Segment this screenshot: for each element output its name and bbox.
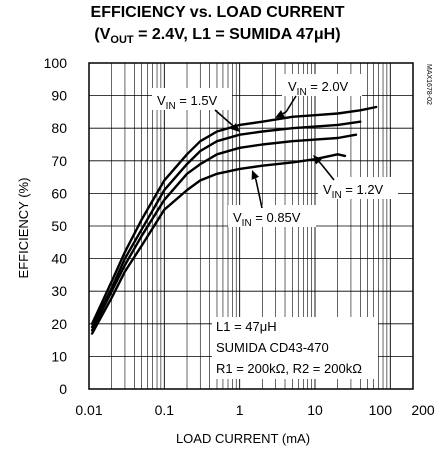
x-tick-label: 0.1 [155,402,175,418]
curve-label-group: VIN = 1.5V [152,88,240,132]
x-tick-label: 10 [307,402,323,418]
curves [90,105,378,335]
chart-title-line2: (VOUT = 2.4V, L1 = SUMIDA 47μH) [0,26,435,46]
curve-label-group: VIN = 0.85V [228,170,316,229]
y-tick-label: 70 [51,153,67,169]
x-tick-label: 0.01 [75,402,102,418]
curve-label-sub: IN [297,87,307,98]
leader-line [318,161,323,166]
part-number-watermark: MAX1678-02 [425,64,432,105]
x-tick-label: 1 [236,402,244,418]
curve-label-v: V [233,210,242,225]
series-line [90,133,358,332]
chart-title-line1: EFFICIENCY vs. LOAD CURRENT [90,4,345,21]
chart-title-line2-rest: = 2.4V, L1 = SUMIDA 47μH) [133,26,341,43]
series-line [90,153,347,335]
curve-label-bg [152,88,232,110]
chart-title-line2-open: (V [94,26,111,43]
y-tick-label: 50 [51,218,67,234]
curve-label-group: VIN = 2.0V [275,74,362,118]
tick-labels: 0 10 20 30 40 50 60 70 80 90 100 0.01 0.1 1 10 100 200 [44,55,435,418]
curve-label-value: = 1.2V [342,182,384,197]
x-tick-label: 200 [411,402,435,418]
leader-arrowhead [230,123,240,132]
leader-line [321,164,335,181]
curve-label-group: VIN = 1.2V [313,155,398,201]
curve-label-value: = 2.0V [307,79,349,94]
chart-title-line2-sub: OUT [110,34,134,47]
leader-line [282,111,287,115]
curve-label-bg [282,74,362,96]
curve-label: VIN = 1.2V [323,182,384,201]
leader-line [254,178,257,181]
note-inductor: L1 = 47μH [216,319,277,334]
y-tick-label: 30 [51,283,67,299]
leader-arrowhead [313,155,322,165]
leader-line [230,123,234,127]
leader-arrowhead [251,170,260,180]
y-tick-label: 20 [51,316,67,332]
leader-line [214,109,232,125]
curve-label-sub: IN [166,101,176,112]
y-tick-label: 40 [51,251,67,267]
leader-arrowhead [275,110,285,118]
y-tick-label: 60 [51,185,67,201]
curve-label-sub: IN [242,218,252,229]
leader-line [285,95,297,113]
curve-label-v: V [157,93,166,108]
series-line [90,120,362,329]
y-tick-label: 90 [51,88,67,104]
curve-label-v: V [288,79,297,94]
y-tick-label: 10 [51,348,67,364]
y-tick-label: 0 [59,381,67,397]
curve-label-sub: IN [332,190,342,201]
note-part: SUMIDA CD43-470 [216,340,329,355]
curve-label: VIN = 0.85V [233,210,301,229]
leader-line [255,179,263,209]
notes-box: L1 = 47μH SUMIDA CD43-470 R1 = 200kΩ, R2… [212,317,378,379]
curve-label-bg [228,205,316,227]
curve-label: VIN = 1.5V [157,93,218,112]
plot-frame [88,62,414,390]
curve-label-value: = 1.5V [176,93,218,108]
curve-label-v: V [323,182,332,197]
series-line [90,105,378,325]
y-tick-label: 100 [44,55,68,71]
y-tick-label: 80 [51,120,67,136]
y-axis-label: EFFICIENCY (%) [16,178,31,279]
x-tick-label: 100 [369,402,393,418]
x-axis-label: LOAD CURRENT (mA) [176,431,310,446]
note-resistors: R1 = 200kΩ, R2 = 200kΩ [216,361,362,376]
curve-label: VIN = 2.0V [288,79,349,98]
curve-label-value: = 0.85V [252,210,301,225]
curve-label-bg [318,177,398,199]
